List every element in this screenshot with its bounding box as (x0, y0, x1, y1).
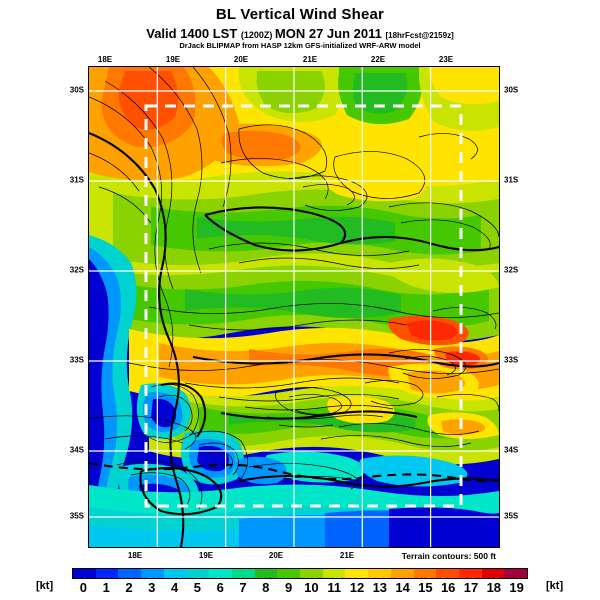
colorbar-tick-19: 19 (509, 580, 524, 595)
colorbar-tick-5: 5 (193, 580, 202, 595)
colorbar-tick-8: 8 (262, 580, 270, 595)
lat-label-right-35S: 35S (504, 511, 519, 521)
valid-utc: (1200Z) (240, 30, 275, 40)
lon-label-top-23E: 23E (438, 55, 454, 64)
colorbar-tick-7: 7 (239, 580, 247, 595)
colorbar-tick-10: 10 (304, 580, 319, 595)
valid-text: Valid 1400 LST (146, 26, 241, 41)
lon-label-top-21E: 21E (302, 55, 318, 64)
lat-label-right-33S: 33S (504, 355, 519, 365)
colorbar-swatch-18 (481, 569, 505, 578)
colorbar-tick-14: 14 (395, 580, 410, 595)
colorbar-swatch-12 (345, 569, 369, 578)
colorbar-swatch-4 (163, 569, 187, 578)
colorbar-tick-6: 6 (216, 580, 224, 595)
colorbar-tick-3: 3 (148, 580, 156, 595)
colorbar-tick-9: 9 (284, 580, 293, 595)
lon-label-top-20E: 20E (233, 55, 249, 64)
colorbar-swatch-9 (277, 569, 301, 578)
lon-label-top-22E: 22E (370, 55, 386, 64)
map-plot-area[interactable] (88, 66, 500, 548)
colorbar-swatch-14 (390, 569, 414, 578)
colorbar-swatch-10 (300, 569, 323, 578)
colorbar-tick-11: 11 (327, 580, 342, 595)
valid-time-line: Valid 1400 LST (1200Z) MON 27 Jun 2011 [… (0, 26, 600, 41)
colorbar-swatch-13 (368, 569, 391, 578)
colorbar[interactable]: [kt] [kt] 0 1 2 3 4 5 6 7 8 9 10 11 12 13 14 15 16 17 18 19 (0, 566, 600, 598)
lat-label-right-34S: 34S (504, 445, 519, 455)
lat-label-left-30S: 30S (69, 85, 84, 95)
lat-label-left-34S: 34S (69, 445, 84, 455)
colorbar-swatch-19 (504, 569, 528, 578)
colorbar-swatch-6 (209, 569, 232, 578)
colorbar-swatch-0 (73, 569, 96, 578)
colorbar-tick-0: 0 (79, 580, 88, 595)
colorbar-tick-17: 17 (463, 580, 479, 595)
lon-label-top-19E: 19E (165, 55, 181, 64)
page-title: BL Vertical Wind Shear (215, 6, 385, 23)
lat-label-left-35S: 35S (69, 511, 84, 521)
colorbar-tick-13: 13 (372, 580, 388, 595)
colorbar-swatches[interactable] (72, 568, 528, 579)
colorbar-swatch-11 (322, 569, 346, 578)
colorbar-unit-left: [kt] (36, 580, 54, 592)
colorbar-tick-15: 15 (418, 580, 433, 595)
lat-label-right-30S: 30S (504, 85, 519, 95)
lon-label-bottom-18E: 18E (127, 551, 143, 560)
valid-date: MON 27 Jun 2011 (274, 26, 386, 41)
colorbar-tick-12: 12 (349, 580, 365, 595)
colorbar-swatch-5 (186, 569, 210, 578)
lon-label-bottom-20E: 20E (268, 551, 284, 560)
lon-label-top-18E: 18E (97, 55, 113, 64)
colorbar-tick-16: 16 (440, 580, 456, 595)
colorbar-tick-18: 18 (486, 580, 502, 595)
colorbar-tick-1: 1 (102, 580, 110, 595)
colorbar-swatch-17 (458, 569, 482, 578)
colorbar-tick-2: 2 (125, 580, 133, 595)
lat-label-left-32S: 32S (69, 265, 84, 275)
forecast-stamp: [18hrFcst@2159z] (385, 31, 454, 40)
terrain-contour-note: Terrain contours: 500 ft (401, 551, 496, 561)
colorbar-swatch-16 (436, 569, 459, 578)
colorbar-swatch-3 (141, 569, 164, 578)
lon-label-bottom-21E: 21E (339, 551, 355, 560)
lat-label-right-32S: 32S (504, 265, 519, 275)
colorbar-swatch-7 (231, 569, 255, 578)
model-attribution: DrJack BLIPMAP from HASP 12km GFS-initia… (179, 41, 421, 50)
colorbar-unit-right: [kt] (546, 580, 564, 592)
colorbar-tick-4: 4 (170, 580, 179, 595)
colorbar-swatch-8 (254, 569, 278, 578)
colorbar-swatch-1 (95, 569, 119, 578)
lat-label-right-31S: 31S (504, 175, 519, 185)
lat-label-left-31S: 31S (69, 175, 84, 185)
lat-label-left-33S: 33S (69, 355, 84, 365)
lon-label-bottom-19E: 19E (198, 551, 214, 560)
colorbar-swatch-2 (118, 569, 142, 578)
colorbar-swatch-15 (413, 569, 437, 578)
wind-shear-contour-map (89, 67, 499, 547)
